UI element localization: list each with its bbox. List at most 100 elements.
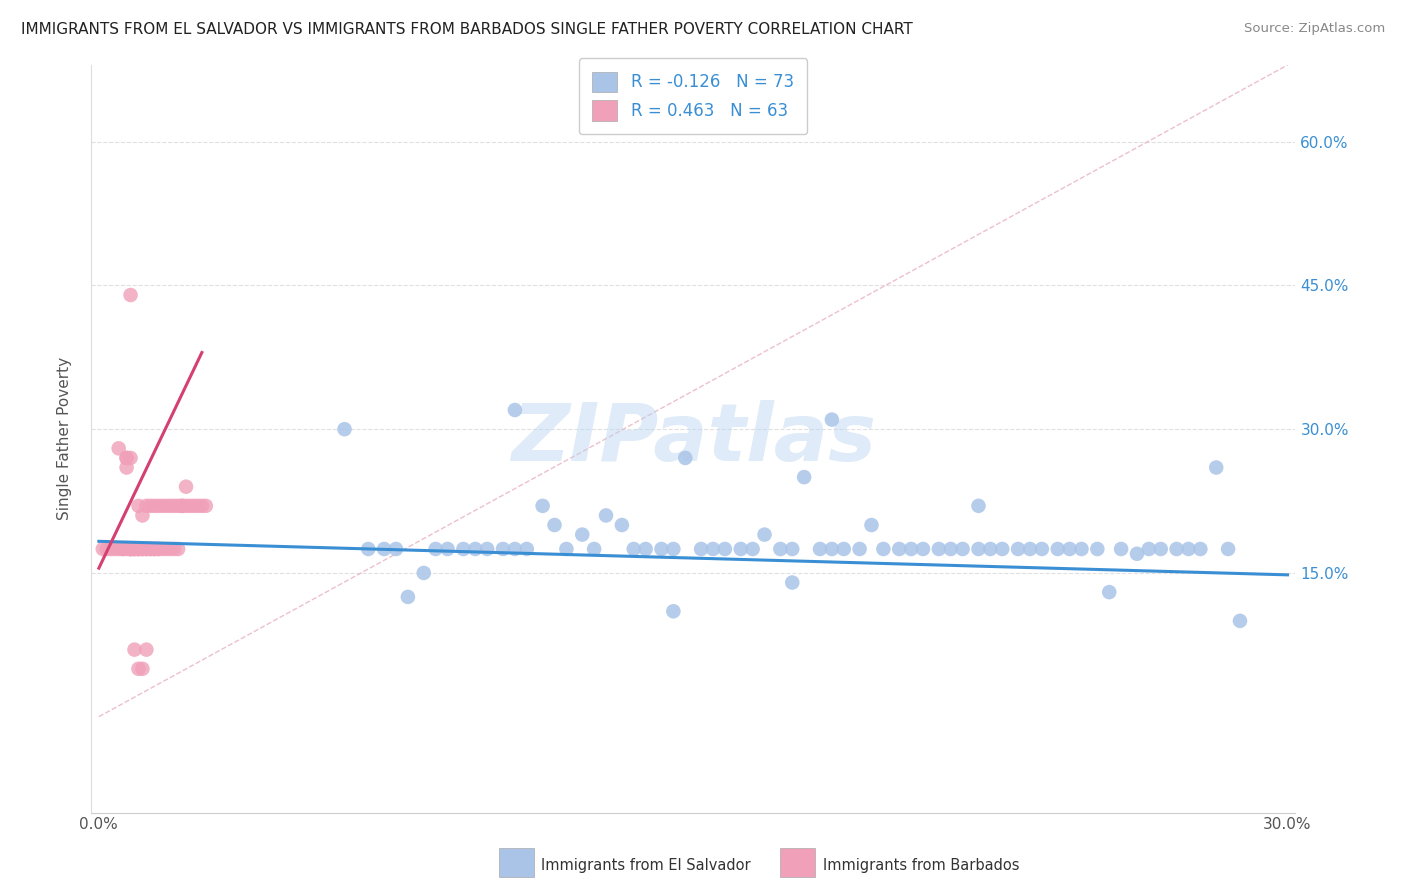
Point [475,541,498,556]
Point [571,527,593,541]
Point [702,541,724,556]
Point [808,541,831,556]
Point [595,508,617,523]
Point [690,541,713,556]
Point [159,541,181,556]
Point [191,499,214,513]
Point [1177,541,1199,556]
Point [769,541,792,556]
Point [115,450,138,465]
Point [1085,541,1108,556]
Point [396,590,419,604]
Point [555,541,578,556]
Point [1070,541,1092,556]
Point [124,541,146,556]
Point [1046,541,1069,556]
Point [1189,541,1212,556]
Point [662,604,685,618]
Point [100,541,122,556]
Point [650,541,672,556]
Point [150,541,173,556]
Point [1229,614,1251,628]
Point [1059,541,1081,556]
Point [453,541,475,556]
Point [127,541,149,556]
Point [979,541,1001,556]
Point [1098,585,1121,599]
Point [135,642,157,657]
Point [1150,541,1173,556]
Point [503,403,526,417]
Point [821,541,844,556]
Point [780,575,803,590]
Point [1109,541,1132,556]
Point [464,541,486,556]
Point [127,662,149,676]
Point [860,518,883,533]
Point [385,541,408,556]
Point [333,422,356,436]
Text: ZIPatlas: ZIPatlas [510,400,876,478]
Point [889,541,911,556]
Point [120,541,142,556]
Point [91,541,114,556]
Point [148,541,170,556]
Point [135,541,157,556]
Point [120,541,142,556]
Point [174,480,197,494]
Point [120,450,142,465]
Point [1166,541,1188,556]
Point [148,499,170,513]
Point [120,288,142,302]
Point [911,541,934,556]
Point [872,541,894,556]
Point [155,541,177,556]
Point [373,541,395,556]
Point [159,499,181,513]
Text: Immigrants from Barbados: Immigrants from Barbados [823,858,1019,872]
Point [1205,460,1227,475]
Point [127,541,149,556]
Point [115,541,138,556]
Point [516,541,538,556]
Point [832,541,855,556]
Point [143,541,166,556]
Point [780,541,803,556]
Point [187,499,209,513]
Point [150,499,173,513]
Point [412,566,434,580]
Point [436,541,458,556]
Point [167,541,190,556]
Point [194,499,217,513]
Point [120,541,142,556]
Point [111,541,134,556]
Point [170,499,193,513]
Point [967,541,990,556]
Point [131,541,153,556]
Point [991,541,1014,556]
Point [111,541,134,556]
Point [610,518,633,533]
Point [741,541,763,556]
Point [124,541,146,556]
Point [714,541,737,556]
Point [503,541,526,556]
Point [531,499,554,513]
Point [107,541,129,556]
Point [492,541,515,556]
Point [543,518,565,533]
Point [115,450,138,465]
Point [179,499,201,513]
Point [148,541,170,556]
Point [1216,541,1239,556]
Text: Immigrants from El Salvador: Immigrants from El Salvador [541,858,751,872]
Point [139,541,162,556]
Point [183,499,205,513]
Point [1126,547,1149,561]
Point [174,499,197,513]
Point [357,541,380,556]
Point [848,541,870,556]
Point [634,541,657,556]
Point [124,642,146,657]
Point [967,499,990,513]
